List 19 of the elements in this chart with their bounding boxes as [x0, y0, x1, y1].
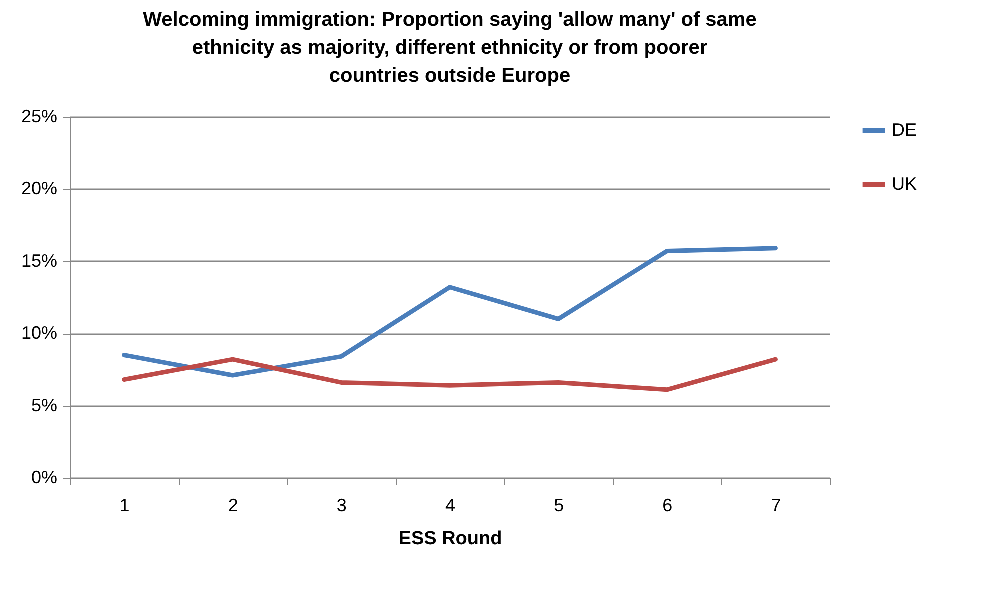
x-tick-label: 7 — [771, 496, 782, 516]
x-tick-label: 2 — [228, 496, 238, 516]
y-tick-label: 15% — [21, 250, 58, 271]
x-tick-label: 6 — [662, 496, 673, 516]
legend-label: DE — [892, 120, 918, 140]
legend-label: UK — [892, 174, 918, 194]
chart-title: Welcoming immigration: Proportion saying 'allow many' of same ethnicity as majority, different ethnicity or from poorer countries outside Europe — [143, 9, 757, 87]
x-tick-label: 5 — [554, 496, 564, 516]
y-tick-label: 20% — [21, 178, 58, 199]
line-series — [122, 246, 778, 378]
x-tick-label: 4 — [445, 496, 456, 516]
x-tick-label: 1 — [120, 496, 130, 516]
line-series — [122, 357, 778, 392]
y-tick-label: 10% — [21, 323, 58, 344]
x-axis-title: ESS Round — [398, 528, 502, 550]
y-tick-label: 25% — [21, 106, 58, 126]
x-tick-label: 3 — [336, 496, 347, 516]
y-tick-label: 5% — [31, 395, 58, 416]
y-tick-label: 0% — [31, 468, 58, 488]
